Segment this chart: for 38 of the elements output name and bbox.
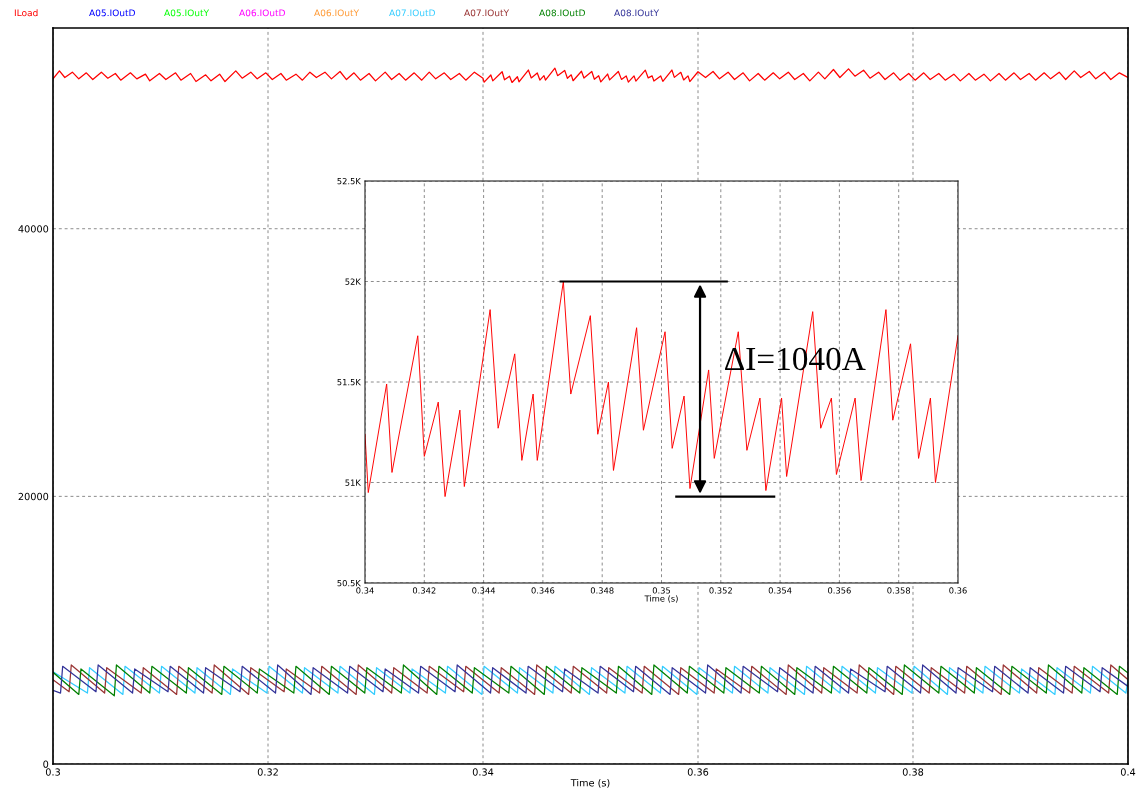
text: ILoad	[14, 9, 38, 17]
y-tick-label: 0	[43, 760, 49, 768]
x-tick-label: 0.34	[472, 768, 494, 776]
x-tick-label: 0.348	[590, 587, 614, 594]
y-tick-label: 51K	[345, 479, 362, 486]
x-tick-label: 0.36	[949, 587, 967, 594]
x-tick-label: 0.346	[531, 587, 555, 594]
legend-label: A06.IOutY	[314, 9, 360, 17]
legend-label: A06.IOutD	[239, 9, 285, 17]
legend-label: A05.IOutY	[164, 9, 210, 17]
y-tick-label: 20000	[18, 492, 49, 501]
x-tick-label: 0.354	[768, 587, 792, 594]
y-tick-label: 52.5K	[337, 177, 362, 185]
x-tick-label: 0.358	[887, 587, 911, 594]
x-tick-label: 0.34	[356, 587, 374, 594]
x-axis-title: Time (s)	[570, 778, 610, 788]
x-tick-label: 0.3	[45, 768, 60, 776]
y-tick-label: 51.5K	[337, 379, 362, 386]
line-series	[365, 281, 958, 498]
y-tick-label: 50.5K	[337, 579, 362, 587]
x-tick-label: 0.342	[412, 587, 436, 594]
text: A08.IOutD	[539, 9, 585, 17]
x-tick-label: 0.38	[902, 768, 924, 776]
x-tick-label: 0.344	[472, 587, 496, 594]
x-tick-label: 0.4	[1120, 768, 1136, 776]
x-tick-label: 0.352	[709, 587, 732, 594]
line-series	[53, 67, 1128, 84]
x-tick-label: 0.356	[828, 587, 851, 594]
x-tick-label: 0.35	[652, 587, 671, 594]
y-tick-label: 52K	[345, 278, 362, 285]
x-tick-label: 0.32	[257, 768, 278, 776]
legend-label: A05.IOutD	[89, 9, 135, 17]
text: A08.IOutY	[614, 9, 660, 17]
text: A07.IOutY	[464, 9, 510, 17]
y-tick-label: 40000	[18, 225, 49, 233]
x-axis-title: Time (s)	[644, 595, 678, 603]
x-tick-label: 0.36	[687, 768, 709, 776]
text: A07.IOutD	[389, 9, 435, 17]
